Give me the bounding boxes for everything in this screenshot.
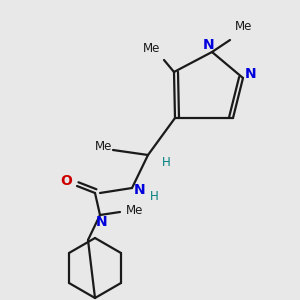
Text: N: N (203, 38, 215, 52)
Text: Me: Me (143, 41, 161, 55)
Text: N: N (134, 183, 146, 197)
Text: O: O (60, 174, 72, 188)
Text: N: N (245, 67, 257, 81)
Text: H: H (150, 190, 158, 202)
Text: N: N (96, 215, 108, 229)
Text: H: H (162, 157, 170, 169)
Text: Me: Me (95, 140, 113, 154)
Text: Me: Me (235, 20, 253, 32)
Text: Me: Me (126, 205, 144, 218)
